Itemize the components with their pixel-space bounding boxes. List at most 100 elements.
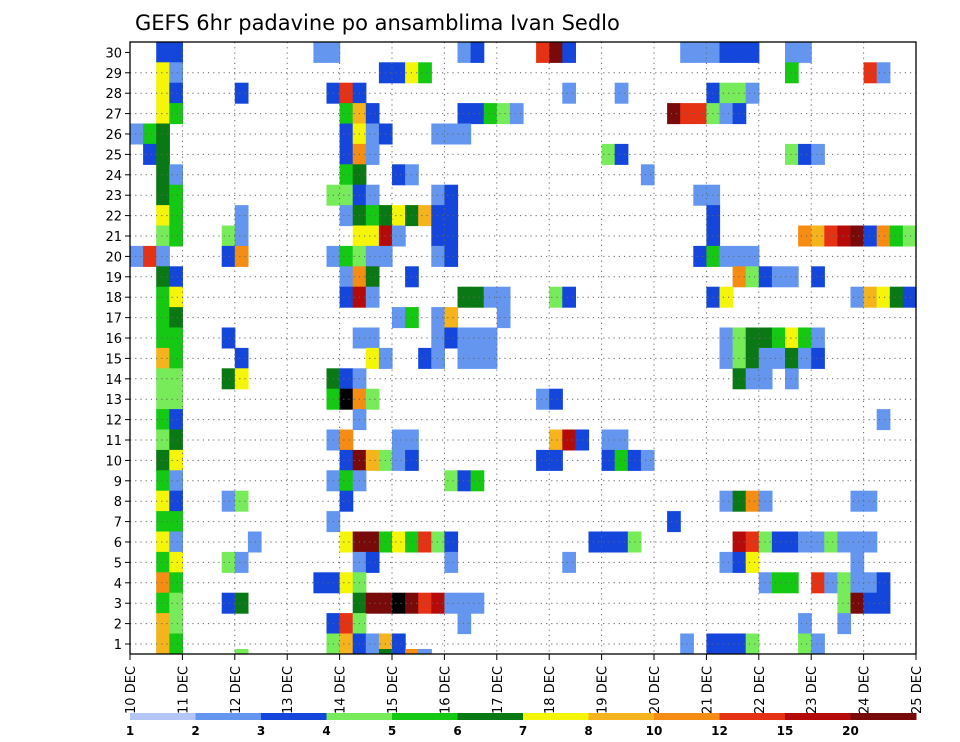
heatmap-cell [863,572,878,594]
heatmap-cell [745,633,760,655]
heatmap-cell [876,409,891,431]
heatmap-cell [169,82,183,104]
heatmap-cell [811,572,825,594]
heatmap-cell [876,592,891,614]
heatmap-cell [156,286,170,308]
heatmap-cell [169,613,183,635]
heatmap-cell [169,409,183,431]
heatmap-cell [771,572,786,594]
y-tick-label: 22 [105,210,122,225]
legend-swatch [195,713,262,720]
heatmap-cell [156,184,170,206]
heatmap-cell [169,225,183,247]
heatmap-cell [850,286,865,308]
heatmap-cell [431,531,445,553]
heatmap-cell [156,123,170,145]
x-tick-label: 18 DEC [543,666,558,714]
legend-swatch [326,713,393,720]
heatmap-cell [169,429,183,451]
heatmap-cell [562,286,576,308]
heatmap-cell [798,347,812,369]
y-tick-label: 3 [114,597,122,612]
legend-label: 4 [322,724,330,738]
grid-lines [130,42,916,654]
heatmap-cell [667,511,681,533]
heatmap-cell [457,613,472,635]
heatmap-cell [680,41,694,63]
heatmap-cell [339,429,354,451]
heatmap-cell [536,388,550,410]
heatmap-cell [431,327,445,349]
heatmap-cell [719,82,734,104]
y-tick-label: 28 [105,87,122,102]
heatmap-cell [719,245,734,267]
heatmap-cell [719,286,734,308]
heatmap-cell [392,592,406,614]
heatmap-cell [339,82,354,104]
heatmap-cell [169,633,183,655]
heatmap-cell [234,245,249,267]
heatmap-cell [418,531,432,553]
heatmap-cell [365,449,380,471]
heatmap-cell [614,143,629,165]
heatmap-cell [798,143,812,165]
heatmap-cell [798,613,812,635]
x-tick-label: 23 DEC [805,666,820,714]
heatmap-cell [339,143,354,165]
heatmap-cell [850,572,865,594]
legend-label: 5 [388,724,396,738]
y-tick-label: 16 [105,332,122,347]
heatmap-cell [156,429,170,451]
heatmap-cell [156,164,170,186]
heatmap-cell [418,62,432,84]
heatmap-cell [824,531,838,553]
heatmap-cell [156,41,170,63]
heatmap-cell [156,572,170,594]
heatmap-cell [431,347,445,369]
heatmap-cell [745,266,760,288]
heatmap-cell [549,429,563,451]
heatmap-cell [156,307,170,329]
heatmap-cell [378,649,393,654]
heatmap-cell [706,41,721,63]
y-tick-label: 23 [105,189,122,204]
heatmap-cell [221,225,236,247]
heatmap-cell [169,266,183,288]
heatmap-cell [156,592,170,614]
heatmap-cell [863,490,878,512]
color-legend: 1 2 3 4 5 6 7 8 10 12 15 20 [126,713,917,738]
heatmap-cell [156,205,170,227]
heatmap-cell [365,388,380,410]
heatmap-cell [339,266,354,288]
heatmap-cell [339,245,354,267]
legend-swatch [654,713,720,720]
heatmap-cell [392,649,406,654]
heatmap-cell [392,62,406,84]
legend-label: 12 [711,724,728,738]
heatmap-cell [156,347,170,369]
y-tick-label: 29 [105,67,122,82]
heatmap-cell [719,103,734,125]
heatmap-cell [758,266,773,288]
heatmap-cell [444,184,459,206]
heatmap-cell [169,205,183,227]
legend-label: 8 [584,724,592,738]
heatmap-cell [640,164,655,186]
heatmap-cell [798,633,812,655]
heatmap-cell [693,245,707,267]
heatmap-cell [339,490,354,512]
heatmap-cell [785,266,799,288]
heatmap-cell [719,551,734,573]
legend-label: 3 [257,724,265,738]
legend-label: 2 [191,724,199,738]
heatmap-cell [418,592,432,614]
heatmap-cell [169,449,183,471]
heatmap-cell [850,225,865,247]
y-tick-label: 2 [114,618,122,633]
heatmap-cell [483,327,498,349]
y-axis: 1234567891011121314151617181920212223242… [105,46,130,653]
heatmap-cell [876,286,891,308]
heatmap-cell [745,490,760,512]
heatmap-cell [339,633,354,655]
heatmap-cell [902,225,917,247]
